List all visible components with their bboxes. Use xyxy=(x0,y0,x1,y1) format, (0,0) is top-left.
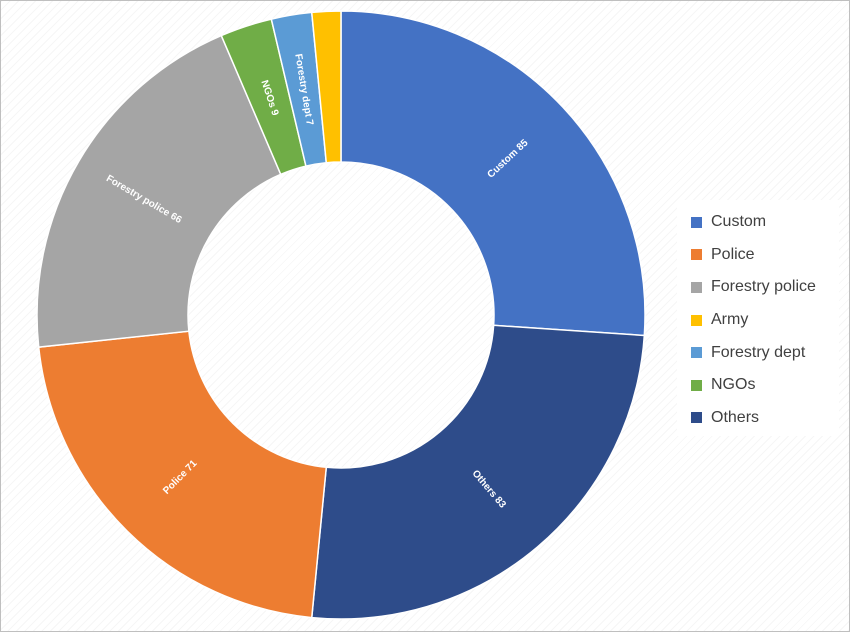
legend-label: Forestry dept xyxy=(711,343,806,361)
legend-swatch xyxy=(691,347,702,359)
legend-swatch xyxy=(691,249,702,261)
slice-others xyxy=(310,324,646,620)
legend-label: Forestry police xyxy=(711,278,816,296)
legend-swatch xyxy=(691,379,702,391)
slice-forestry-police xyxy=(36,34,282,348)
legend-label: Others xyxy=(711,408,760,426)
legend-swatch xyxy=(691,281,702,293)
legend-swatch xyxy=(691,314,702,326)
legend-item-others: Others xyxy=(691,402,839,435)
legend-item-forestry-police: Forestry police xyxy=(691,271,839,304)
legend-label: Custom xyxy=(711,213,767,231)
legend-item-ngos: NGOs xyxy=(691,369,839,402)
legend-item-army: Army xyxy=(691,304,839,337)
chart-legend: Custom Police Forestry police Army Fores… xyxy=(677,200,839,436)
slice-custom xyxy=(340,10,646,337)
slice-army xyxy=(310,10,342,164)
legend-swatch xyxy=(691,216,702,228)
legend-item-custom: Custom xyxy=(691,206,839,239)
legend-swatch xyxy=(691,412,702,424)
legend-item-police: Police xyxy=(691,239,839,272)
legend-label: NGOs xyxy=(711,376,756,394)
slice-police xyxy=(37,330,328,619)
legend-label: Police xyxy=(711,245,755,263)
legend-label: Army xyxy=(711,311,749,329)
legend-item-forestry-dept: Forestry dept xyxy=(691,336,839,369)
